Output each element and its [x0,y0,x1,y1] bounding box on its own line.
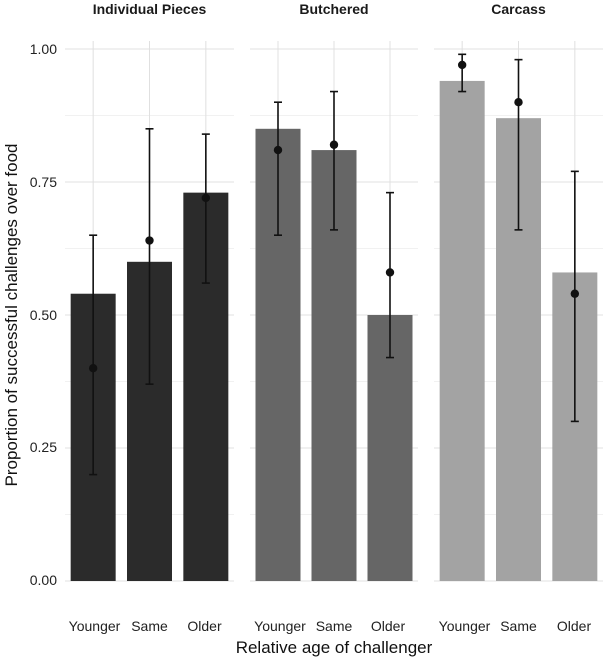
y-tick-label-1.00: 1.00 [30,41,57,57]
point-estimate-p3-older [570,289,580,298]
y-tick-label-0.00: 0.00 [30,572,57,588]
point-estimate-p2-younger [273,145,283,155]
y-tick-label-0.75: 0.75 [30,174,57,190]
x-tick-label-p2-younger: Younger [254,618,306,634]
y-axis-title: Proportion of successful challenges over… [2,143,21,486]
point-estimate-p1-younger [88,364,98,373]
x-tick-label-p3-same: Same [500,618,537,634]
point-estimate-p3-younger [457,60,467,70]
x-tick-label-p1-older: Older [187,618,222,634]
x-tick-label-p3-younger: Younger [439,618,491,634]
bar-p3-younger [439,80,485,582]
x-tick-label-p2-older: Older [371,618,406,634]
bar-layer [70,80,598,582]
point-estimate-p1-same [145,236,154,245]
point-estimate-p3-same [514,98,523,107]
y-tick-label-0.50: 0.50 [30,307,57,323]
facet-title-1: Individual Pieces [93,1,207,17]
point-estimate-p2-same [329,140,339,149]
facet-title-3: Carcass [491,1,546,17]
bar-p2-older [367,315,413,581]
x-axis-title: Relative age of challenger [236,638,433,657]
point-estimate-p1-older [201,193,211,203]
y-tick-label-0.25: 0.25 [30,439,57,455]
point-layer [88,60,580,373]
x-tick-label-p1-younger: Younger [69,618,121,634]
facet-title-2: Butchered [299,1,368,17]
x-tick-label-p1-same: Same [131,618,168,634]
x-tick-label-p3-older: Older [557,618,592,634]
x-tick-label-p2-same: Same [316,618,353,634]
point-estimate-p2-older [385,268,395,277]
